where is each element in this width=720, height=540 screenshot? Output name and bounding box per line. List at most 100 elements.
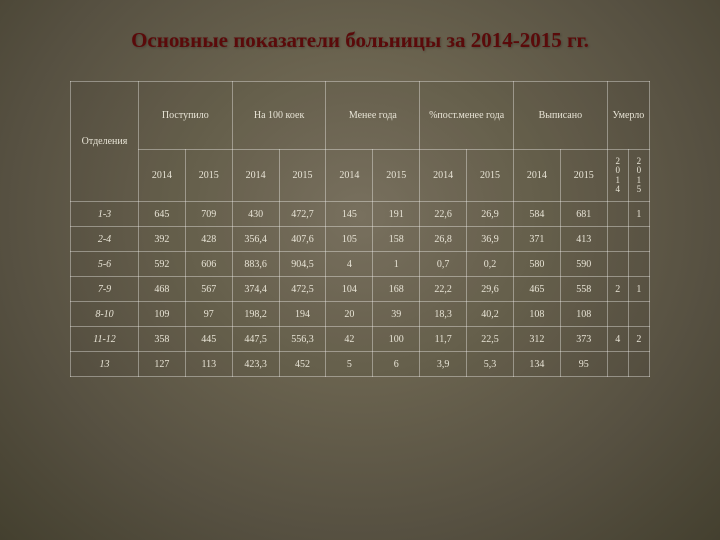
data-cell: 373 xyxy=(560,327,607,352)
data-cell: 194 xyxy=(279,302,326,327)
data-cell: 11,7 xyxy=(420,327,467,352)
data-cell: 5 xyxy=(326,352,373,377)
data-cell: 904,5 xyxy=(279,252,326,277)
data-cell: 558 xyxy=(560,277,607,302)
data-cell: 198,2 xyxy=(232,302,279,327)
data-cell: 113 xyxy=(185,352,232,377)
page-title: Основные показатели больницы за 2014-201… xyxy=(70,28,650,53)
data-cell xyxy=(607,202,628,227)
data-cell: 472,5 xyxy=(279,277,326,302)
dept-cell: 7-9 xyxy=(71,277,139,302)
data-cell: 40,2 xyxy=(467,302,514,327)
colgroup-underyear: Менее года xyxy=(326,82,420,150)
data-cell: 5,3 xyxy=(467,352,514,377)
colgroup-admitted: Поступило xyxy=(138,82,232,150)
dept-cell: 13 xyxy=(71,352,139,377)
data-cell: 356,4 xyxy=(232,227,279,252)
data-cell: 709 xyxy=(185,202,232,227)
data-cell: 95 xyxy=(560,352,607,377)
colgroup-pctunder: %пост.менее года xyxy=(420,82,514,150)
colgroup-per100: На 100 коек xyxy=(232,82,326,150)
data-cell: 104 xyxy=(326,277,373,302)
table-row: 8-1010997198,2194203918,340,2108108 xyxy=(71,302,650,327)
data-cell: 584 xyxy=(513,202,560,227)
table-body: 1-3645709430472,714519122,626,958468112-… xyxy=(71,202,650,377)
data-cell: 20 xyxy=(326,302,373,327)
data-cell: 108 xyxy=(560,302,607,327)
dept-cell: 1-3 xyxy=(71,202,139,227)
data-cell: 3,9 xyxy=(420,352,467,377)
data-cell: 127 xyxy=(138,352,185,377)
data-cell: 413 xyxy=(560,227,607,252)
data-cell: 26,9 xyxy=(467,202,514,227)
data-cell: 1 xyxy=(628,202,649,227)
data-cell xyxy=(628,227,649,252)
data-cell: 465 xyxy=(513,277,560,302)
data-cell: 1 xyxy=(373,252,420,277)
data-cell: 0,7 xyxy=(420,252,467,277)
dept-cell: 11-12 xyxy=(71,327,139,352)
data-cell: 22,2 xyxy=(420,277,467,302)
data-cell: 447,5 xyxy=(232,327,279,352)
colgroup-died: Умерло xyxy=(607,82,649,150)
table-row: 13127113423,3452563,95,313495 xyxy=(71,352,650,377)
table-row: 2-4392428356,4407,610515826,836,9371413 xyxy=(71,227,650,252)
table-head: Отделения Поступило На 100 коек Менее го… xyxy=(71,82,650,202)
table-row: 7-9468567374,4472,510416822,229,64655582… xyxy=(71,277,650,302)
colgroup-discharged: Выписано xyxy=(513,82,607,150)
data-cell: 645 xyxy=(138,202,185,227)
data-cell xyxy=(628,252,649,277)
data-cell: 134 xyxy=(513,352,560,377)
data-cell: 191 xyxy=(373,202,420,227)
data-cell: 2 xyxy=(607,277,628,302)
table-row: 1-3645709430472,714519122,626,9584681 1 xyxy=(71,202,650,227)
dept-cell: 2-4 xyxy=(71,227,139,252)
data-cell: 2 xyxy=(628,327,649,352)
data-cell: 29,6 xyxy=(467,277,514,302)
data-cell: 445 xyxy=(185,327,232,352)
year-row: 2014 2015 2014 2015 2014 2015 2014 2015 … xyxy=(71,150,650,202)
data-cell: 472,7 xyxy=(279,202,326,227)
data-cell: 883,6 xyxy=(232,252,279,277)
data-cell xyxy=(607,302,628,327)
dept-cell: 8-10 xyxy=(71,302,139,327)
data-cell: 108 xyxy=(513,302,560,327)
data-cell: 145 xyxy=(326,202,373,227)
data-cell: 590 xyxy=(560,252,607,277)
data-cell: 109 xyxy=(138,302,185,327)
data-cell: 681 xyxy=(560,202,607,227)
dept-cell: 5-6 xyxy=(71,252,139,277)
data-cell: 105 xyxy=(326,227,373,252)
data-cell: 392 xyxy=(138,227,185,252)
data-cell: 371 xyxy=(513,227,560,252)
data-cell xyxy=(607,227,628,252)
data-cell xyxy=(628,352,649,377)
data-cell: 18,3 xyxy=(420,302,467,327)
data-cell: 312 xyxy=(513,327,560,352)
data-cell: 374,4 xyxy=(232,277,279,302)
data-cell: 592 xyxy=(138,252,185,277)
data-cell: 6 xyxy=(373,352,420,377)
data-cell: 407,6 xyxy=(279,227,326,252)
data-cell: 22,5 xyxy=(467,327,514,352)
data-cell: 580 xyxy=(513,252,560,277)
data-cell: 97 xyxy=(185,302,232,327)
data-cell: 36,9 xyxy=(467,227,514,252)
data-cell xyxy=(607,352,628,377)
data-cell: 4 xyxy=(326,252,373,277)
data-cell: 39 xyxy=(373,302,420,327)
data-cell: 430 xyxy=(232,202,279,227)
data-cell: 1 xyxy=(628,277,649,302)
data-cell: 606 xyxy=(185,252,232,277)
data-cell: 556,3 xyxy=(279,327,326,352)
data-cell: 468 xyxy=(138,277,185,302)
data-cell: 452 xyxy=(279,352,326,377)
data-cell xyxy=(607,252,628,277)
data-cell: 567 xyxy=(185,277,232,302)
table-row: 11-12358445447,5556,34210011,722,5312373… xyxy=(71,327,650,352)
data-cell: 168 xyxy=(373,277,420,302)
data-cell: 26,8 xyxy=(420,227,467,252)
data-cell: 22,6 xyxy=(420,202,467,227)
data-cell: 428 xyxy=(185,227,232,252)
col-departments: Отделения xyxy=(71,82,139,202)
